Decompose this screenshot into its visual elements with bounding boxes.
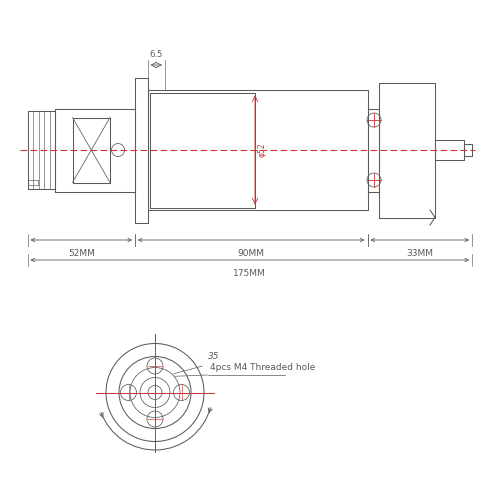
Text: 4pcs M4 Threaded hole: 4pcs M4 Threaded hole — [210, 363, 316, 372]
Text: φ52: φ52 — [258, 142, 267, 158]
Text: 33MM: 33MM — [406, 249, 433, 258]
Text: 6.5: 6.5 — [150, 50, 163, 59]
Text: 35: 35 — [208, 352, 219, 361]
Text: 52MM: 52MM — [68, 249, 94, 258]
Text: 90MM: 90MM — [238, 249, 265, 258]
Text: 175MM: 175MM — [234, 269, 266, 278]
